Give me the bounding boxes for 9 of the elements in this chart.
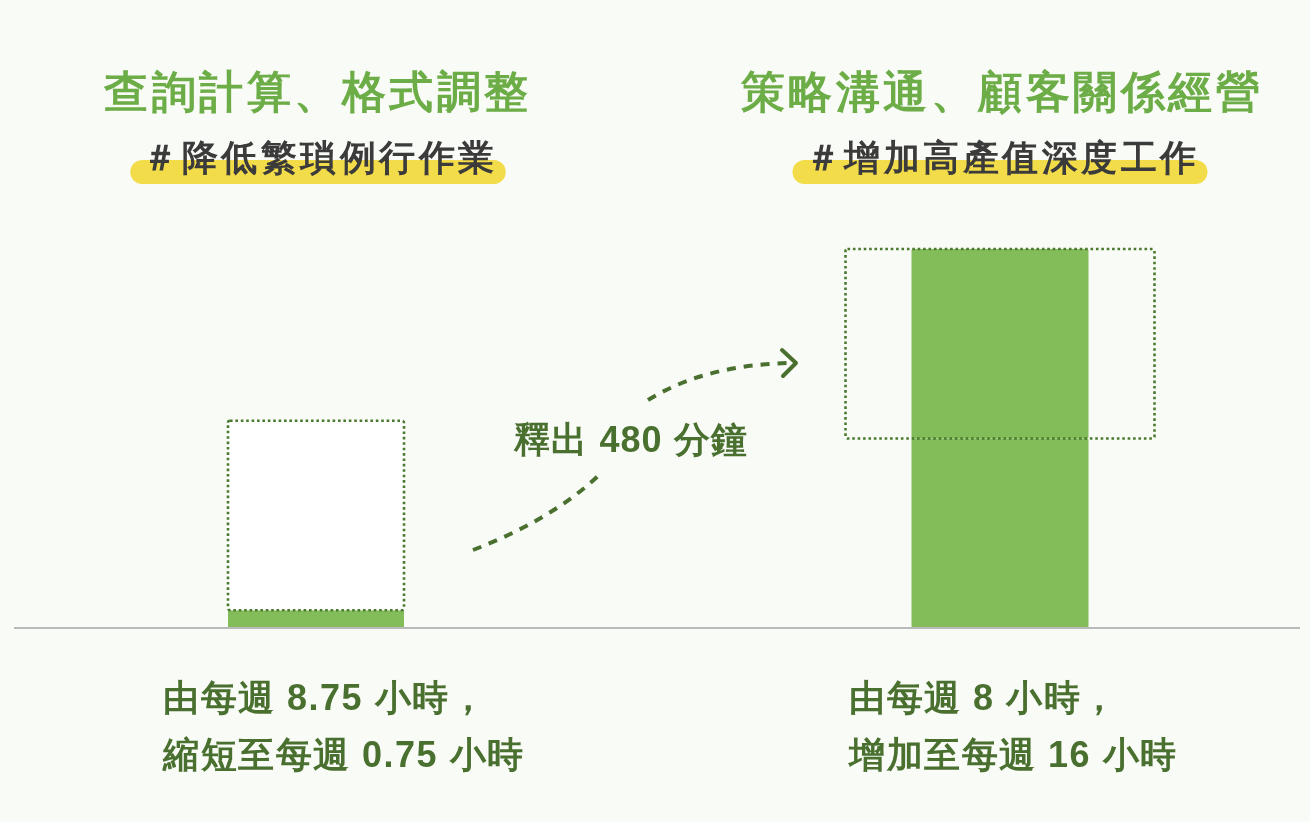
x-tick-label: 策略溝通、顧客關係經營 [739,67,1264,116]
x-tick-label: 查詢計算、格式調整 [103,67,532,116]
text: 由每週 8 小時， [849,677,1119,718]
text: 增加至每週 16 小時 [847,734,1178,775]
bar [226,419,406,612]
text: 由每週 8.75 小時， [163,677,488,718]
text: 縮短至每週 0.75 小時 [162,734,525,775]
bar [228,610,404,628]
annotation: 釋出 480 分鐘 [513,419,748,460]
